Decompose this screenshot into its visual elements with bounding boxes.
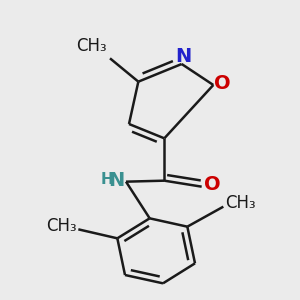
Text: CH₃: CH₃ — [76, 37, 107, 55]
Text: O: O — [214, 74, 231, 93]
Text: CH₃: CH₃ — [46, 217, 77, 235]
Text: O: O — [204, 176, 220, 194]
Text: N: N — [175, 47, 191, 66]
Text: H: H — [101, 172, 114, 188]
Text: CH₃: CH₃ — [225, 194, 256, 212]
Text: N: N — [108, 170, 124, 190]
